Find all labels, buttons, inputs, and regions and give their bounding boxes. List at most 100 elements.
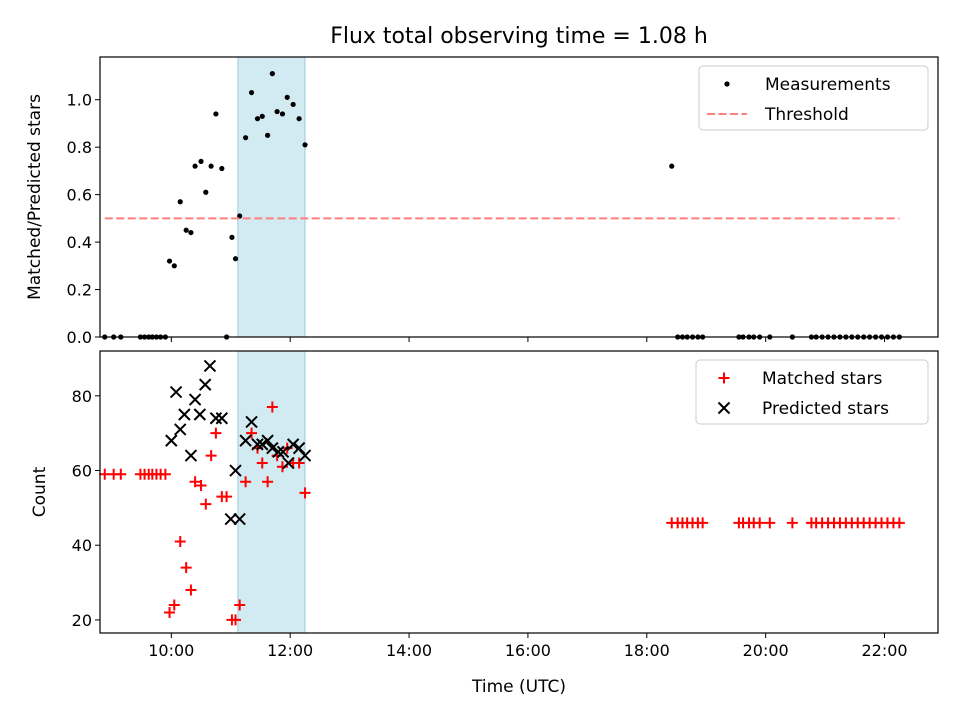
measurement-point	[254, 116, 261, 122]
bottom-x-tick-label: 12:00	[267, 641, 313, 660]
bottom-y-tick-label: 20	[72, 611, 92, 630]
predicted-star-point	[215, 412, 229, 425]
measurement-point	[192, 163, 198, 169]
matched-star-point	[764, 517, 776, 529]
top-panel-frame	[99, 56, 939, 338]
top-y-axis-label: Matched/Predicted stars	[25, 94, 45, 300]
bottom-legend: Matched stars Predicted stars	[695, 359, 929, 425]
measurement-point	[274, 108, 280, 115]
matched-star-point	[159, 468, 171, 480]
measurement-point	[269, 71, 275, 77]
bottom-x-tick-label: 10:00	[148, 641, 194, 660]
predicted-star-point	[292, 441, 306, 455]
top-y-tick-label: 0.6	[67, 186, 92, 205]
matched-star-point	[221, 491, 233, 503]
predicted-star-point	[224, 512, 237, 526]
matched-star-point	[185, 584, 197, 596]
predicted-star-point	[188, 393, 202, 406]
bottom-highlight-layer	[237, 350, 306, 634]
matched-star-point	[786, 517, 798, 529]
top-y-tick-label: 0.0	[67, 328, 92, 347]
bottom-y-tick-label: 80	[72, 387, 92, 406]
bottom-marks-layer	[99, 359, 905, 626]
predicted-star-point	[282, 456, 295, 470]
predicted-star-point	[174, 423, 187, 436]
measurement-point	[213, 111, 219, 117]
measurement-point	[183, 227, 189, 233]
measurement-point	[171, 263, 177, 269]
measurement-point	[296, 116, 302, 122]
measurement-point	[284, 94, 290, 100]
legend-label: Predicted stars	[762, 399, 889, 419]
x-axis-label: Time (UTC)	[471, 677, 566, 697]
matched-star-point	[697, 517, 709, 529]
legend-label: Threshold	[764, 105, 849, 125]
predicted-star-point	[178, 408, 191, 421]
predicted-star-point	[169, 385, 183, 399]
top-panel: 0.0 0.2 0.4 0.6 0.8 1.0 Matched/Predicted sta…	[25, 56, 939, 347]
matched-star-point	[256, 457, 268, 469]
top-legend-box	[698, 65, 929, 131]
measurement-point	[232, 256, 239, 262]
matched-star-point	[168, 599, 180, 611]
predicted-star-point	[193, 408, 207, 421]
bottom-legend-box	[695, 359, 929, 425]
top-legend: Measurements Threshold	[698, 65, 929, 131]
matched-star-point	[210, 427, 222, 439]
matched-star-point	[195, 479, 207, 491]
measurement-point	[248, 89, 255, 96]
measurement-point	[166, 258, 173, 264]
predicted-star-point	[165, 434, 178, 447]
top-highlight-layer	[237, 56, 306, 338]
bottom-x-tick-label: 16:00	[505, 641, 551, 660]
measurement-point	[279, 111, 286, 117]
matched-star-point	[230, 614, 242, 626]
bottom-x-tick-label: 18:00	[624, 641, 670, 660]
predicted-star-point	[286, 438, 300, 451]
bottom-x-tick-label: 20:00	[743, 641, 789, 660]
bottom-panel: 20 40 60 80 10:00 12:00 14:00 16:00 18:00 20:00 22…	[30, 350, 939, 697]
top-y-tick-label: 1.0	[67, 91, 92, 110]
measurement-point	[208, 163, 214, 169]
predicted-star-point	[261, 434, 274, 447]
measurement-point	[265, 132, 271, 138]
bottom-y-tick-label: 60	[72, 462, 92, 481]
measurement-point	[177, 199, 183, 205]
predicted-star-point	[198, 378, 212, 391]
matched-star-point	[754, 517, 766, 529]
matched-star-point	[205, 450, 217, 462]
measurement-point	[669, 163, 675, 169]
predicted-star-point	[203, 359, 217, 373]
measurement-point	[237, 213, 243, 219]
matched-star-point	[189, 476, 201, 488]
bottom-panel-frame	[99, 350, 939, 634]
predicted-star-point	[276, 445, 290, 459]
bottom-x-tick-label: 22:00	[861, 641, 907, 660]
legend-marker-predicted	[717, 401, 731, 415]
measurement-point	[188, 229, 194, 236]
measurement-point	[290, 101, 296, 108]
matched-star-point	[174, 535, 186, 547]
predicted-star-point	[266, 441, 279, 455]
matched-star-point	[276, 461, 288, 473]
predicted-star-point	[256, 438, 269, 451]
legend-label: Matched stars	[762, 369, 882, 389]
matched-star-point	[240, 476, 252, 488]
matched-star-point	[893, 517, 905, 529]
top-observing-span	[237, 56, 306, 338]
matched-star-point	[180, 562, 192, 574]
predicted-star-point	[251, 438, 264, 451]
top-y-tick-label: 0.8	[67, 138, 92, 157]
bottom-y-tick-label: 40	[72, 536, 92, 555]
predicted-star-point	[272, 445, 285, 459]
predicted-star-point	[239, 434, 252, 447]
predicted-star-point	[184, 449, 198, 462]
matched-star-point	[115, 468, 127, 480]
top-y-tick-label: 0.4	[67, 233, 92, 252]
measurement-point	[243, 135, 249, 141]
legend-marker-measurements	[724, 81, 730, 87]
matched-star-point	[266, 401, 278, 413]
matched-star-point	[299, 487, 311, 499]
